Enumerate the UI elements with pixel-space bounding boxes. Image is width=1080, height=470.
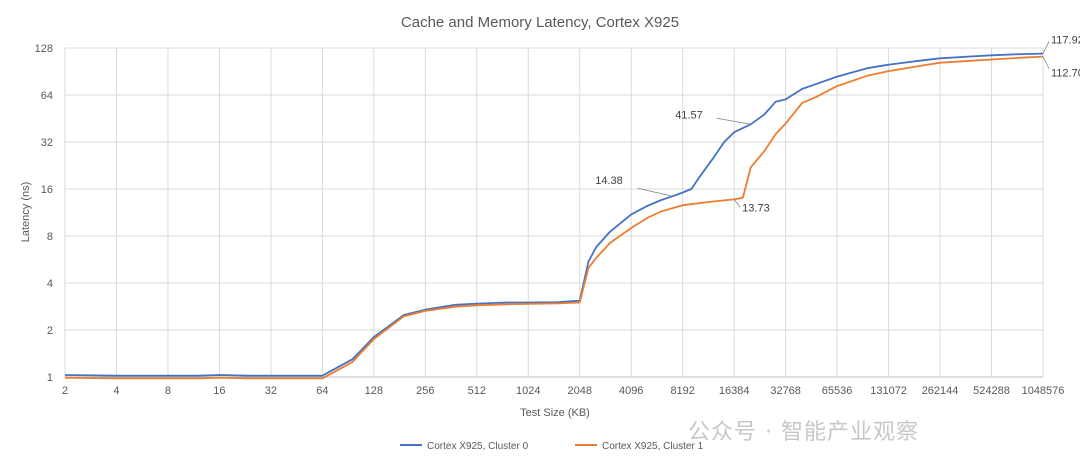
x-tick-label: 256 xyxy=(416,385,434,397)
x-tick-label: 1024 xyxy=(516,385,540,397)
legend-label-0: Cortex X925, Cluster 0 xyxy=(427,441,529,452)
y-tick-label: 128 xyxy=(35,43,53,55)
watermark: 公众号 · 智能产业观察 xyxy=(688,420,919,445)
data-label: 112.70 xyxy=(1051,68,1080,80)
tick-labels: 2 4 8 16 32 64 128 256 512 1024 2048 4096 8192 16384 3… xyxy=(35,43,1065,397)
data-labels: 14.38 41.57 13.73 117.92 112.70 xyxy=(595,35,1080,215)
data-label: 13.73 xyxy=(742,202,770,214)
x-tick-label: 16 xyxy=(213,385,225,397)
data-label-leader xyxy=(637,187,673,197)
x-tick-label: 32 xyxy=(265,385,277,397)
y-tick-label: 1 xyxy=(47,372,53,384)
grid-lines xyxy=(64,47,1044,378)
y-tick-label: 16 xyxy=(41,184,53,196)
x-tick-label: 131072 xyxy=(870,385,907,397)
x-axis-label: Test Size (KB) xyxy=(520,407,590,419)
legend: Cortex X925, Cluster 0 Cortex X925, Clust… xyxy=(400,441,704,452)
x-tick-label: 512 xyxy=(468,385,486,397)
y-tick-label: 4 xyxy=(47,278,53,290)
x-tick-label: 1048576 xyxy=(1022,385,1065,397)
data-label-leader xyxy=(716,117,751,125)
x-tick-label: 262144 xyxy=(922,385,959,397)
y-tick-label: 64 xyxy=(41,90,53,102)
series-line-0 xyxy=(64,52,1044,377)
y-tick-label: 2 xyxy=(47,325,53,337)
y-tick-label: 32 xyxy=(41,137,53,149)
x-tick-label: 64 xyxy=(316,385,328,397)
chart-title: Cache and Memory Latency, Cortex X925 xyxy=(401,14,679,31)
data-label: 41.57 xyxy=(675,109,703,121)
x-tick-label: 2 xyxy=(62,385,68,397)
x-tick-label: 128 xyxy=(365,385,383,397)
x-tick-label: 4096 xyxy=(619,385,643,397)
data-label-leader xyxy=(733,199,741,208)
data-label-leader xyxy=(1042,41,1050,54)
x-tick-label: 524288 xyxy=(973,385,1010,397)
series-line-1 xyxy=(64,55,1044,380)
x-tick-label: 4 xyxy=(113,385,119,397)
data-label: 117.92 xyxy=(1051,35,1080,47)
x-tick-label: 8 xyxy=(165,385,171,397)
series-lines xyxy=(64,52,1044,380)
x-tick-label: 8192 xyxy=(670,385,694,397)
y-tick-label: 8 xyxy=(47,231,53,243)
data-label-leader xyxy=(1042,56,1050,69)
y-axis-label: Latency (ns) xyxy=(20,182,32,243)
x-tick-label: 32768 xyxy=(770,385,801,397)
x-tick-label: 65536 xyxy=(822,385,853,397)
x-tick-label: 2048 xyxy=(567,385,591,397)
legend-label-1: Cortex X925, Cluster 1 xyxy=(602,441,704,452)
data-label: 14.38 xyxy=(595,175,623,187)
x-tick-label: 16384 xyxy=(719,385,750,397)
